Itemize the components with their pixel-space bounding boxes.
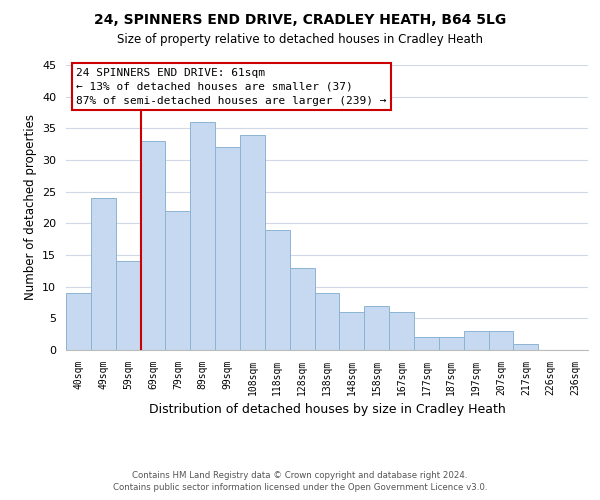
Y-axis label: Number of detached properties: Number of detached properties [23,114,37,300]
Bar [66,293,91,350]
Bar [389,312,414,350]
Bar [166,210,190,350]
Bar [215,148,240,350]
Bar [140,141,166,350]
Bar [190,122,215,350]
Text: 24, SPINNERS END DRIVE, CRADLEY HEATH, B64 5LG: 24, SPINNERS END DRIVE, CRADLEY HEATH, B… [94,12,506,26]
Text: Size of property relative to detached houses in Cradley Heath: Size of property relative to detached ho… [117,32,483,46]
X-axis label: Distribution of detached houses by size in Cradley Heath: Distribution of detached houses by size … [149,404,505,416]
Bar [414,338,439,350]
Bar [488,331,514,350]
Bar [464,331,488,350]
Bar [439,338,464,350]
Bar [290,268,314,350]
Bar [265,230,290,350]
Bar [91,198,116,350]
Bar [116,262,140,350]
Bar [314,293,340,350]
Text: Contains HM Land Registry data © Crown copyright and database right 2024.
Contai: Contains HM Land Registry data © Crown c… [113,471,487,492]
Bar [340,312,364,350]
Text: 24 SPINNERS END DRIVE: 61sqm
← 13% of detached houses are smaller (37)
87% of se: 24 SPINNERS END DRIVE: 61sqm ← 13% of de… [76,68,387,106]
Bar [240,134,265,350]
Bar [364,306,389,350]
Bar [514,344,538,350]
